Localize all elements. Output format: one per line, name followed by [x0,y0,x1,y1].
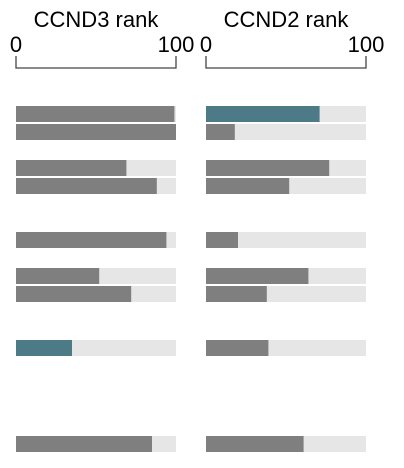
panel-title: CCND2 rank [224,7,350,32]
panel-ccnd3: CCND3 rank 0 100 [10,7,194,452]
bar [16,232,167,248]
bar [16,436,152,452]
tick-label-max: 100 [348,32,385,57]
bar [206,286,267,302]
bar [206,268,309,284]
bar [206,160,330,176]
bar [16,124,176,140]
bar [16,286,132,302]
bar [16,106,175,122]
bar [206,124,235,140]
bar-track [206,124,366,140]
panel-title: CCND3 rank [34,7,160,32]
tick-label-min: 0 [10,32,22,57]
bar [206,178,290,194]
bar-group [16,106,176,452]
panel-ccnd2: CCND2 rank 0 100 [200,7,384,452]
bar-group [206,106,366,452]
x-axis [205,56,367,69]
bar-highlighted [16,340,72,356]
tick-label-max: 100 [158,32,195,57]
bar [16,160,127,176]
bar [206,436,304,452]
tick-label-min: 0 [200,32,212,57]
bar-track [206,232,366,248]
x-axis [15,56,177,69]
bar-highlighted [206,106,320,122]
bar [206,232,238,248]
bar [206,340,269,356]
bar [16,178,157,194]
bar [16,268,100,284]
